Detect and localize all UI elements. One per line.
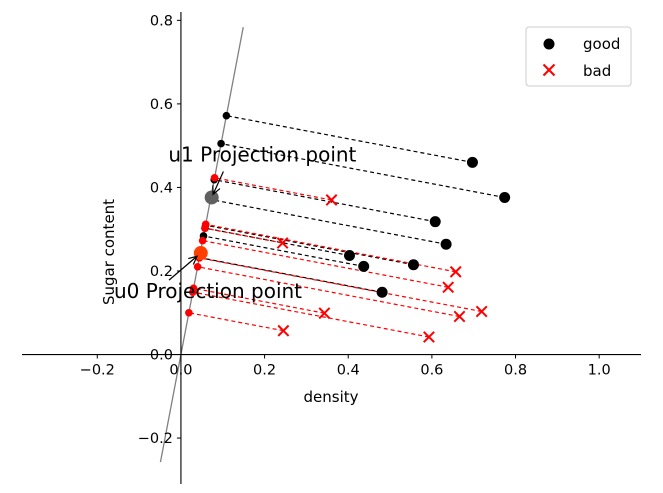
projection-line-good-2 [210, 198, 447, 245]
projected-point-good-0 [222, 111, 231, 120]
projection-line-good-4 [205, 224, 414, 266]
y-tick-label-4: 0.6 [150, 97, 173, 113]
projection-line-bad-3 [193, 287, 325, 314]
x-tick-label-0: −0.2 [80, 363, 115, 379]
point-bad-7 [423, 331, 435, 343]
point-bad-0 [453, 310, 466, 323]
annotations-layer: u1 Projection point u0 Projection point [114, 143, 357, 304]
x-tick-label-3: 0.4 [337, 363, 360, 379]
point-bad-3 [318, 307, 331, 320]
projected-point-bad-6 [210, 173, 219, 182]
point-bad-5 [449, 265, 462, 278]
point-bad-1 [276, 237, 289, 249]
point-good-4 [407, 259, 419, 271]
projection-line-good-1 [220, 143, 505, 199]
projection-line-good-5 [204, 227, 350, 257]
projection-center-arrowhead-0 [212, 185, 221, 196]
point-bad-8 [475, 305, 488, 318]
projection-line-good-3 [214, 179, 436, 223]
point-good-6 [376, 286, 388, 298]
projection-line-bad-6 [214, 177, 332, 201]
y-tick-label-2: 0.2 [150, 264, 173, 280]
point-bad-4 [442, 281, 455, 294]
projection-line-bad-0 [197, 266, 460, 318]
projection-line-good-6 [199, 256, 383, 293]
projection-center-arrow-1 [168, 255, 198, 281]
axes-layer: −0.2 0.0 0.2 0.4 0.6 0.8 1.0 −0.2 0.0 0.2 0.4 0.6 0.… [22, 12, 641, 484]
point-good-2 [440, 238, 452, 250]
y-tick-label-5: 0.8 [150, 13, 173, 29]
x-axis-label: density [304, 388, 359, 406]
x-tick-label-4: 0.6 [420, 363, 443, 379]
projected-point-bad-5 [201, 220, 210, 229]
point-good-3 [429, 216, 441, 228]
projection-line-bad-1 [204, 227, 283, 244]
y-tick-label-0: −0.2 [138, 431, 173, 447]
projection-line-bad-7 [192, 291, 430, 338]
x-tick-label-2: 0.2 [253, 363, 276, 379]
y-tick-label-3: 0.4 [150, 180, 173, 196]
projected-point-good-1 [217, 139, 225, 148]
projection-center-arrowhead-1 [188, 255, 199, 265]
x-tick-label-6: 1.0 [588, 363, 611, 379]
point-bad-2 [277, 324, 290, 337]
point-good-0 [466, 156, 478, 168]
projection-center-label-0: u1 Projection point [168, 143, 356, 167]
projection-line-good-7 [203, 235, 364, 267]
point-bad-6 [325, 194, 338, 206]
projection-direction-line [159, 27, 244, 463]
point-good-7 [358, 260, 370, 272]
projection-center-arrow-0 [212, 171, 224, 195]
projected-point-bad-4 [198, 236, 207, 245]
legend-label-good: good [583, 35, 620, 53]
y-axis-label: Sugar content [100, 199, 118, 305]
x-tick-label-5: 0.8 [504, 363, 527, 379]
projection-center-label-1: u0 Projection point [114, 279, 302, 303]
legend: good bad [525, 26, 632, 87]
point-good-1 [499, 191, 511, 203]
projection-line-bad-8 [199, 257, 482, 313]
projected-point-bad-0 [193, 262, 202, 271]
x-tick-label-1: 0.0 [169, 363, 192, 379]
projected-point-bad-2 [185, 308, 193, 317]
point-good-5 [343, 250, 355, 262]
y-tick-label-1: 0.0 [150, 348, 173, 364]
legend-marker-bad [542, 63, 556, 77]
projection-center-0 [204, 190, 219, 205]
projection-line-bad-2 [188, 312, 284, 332]
legend-label-bad: bad [583, 62, 611, 80]
points-layer [276, 156, 511, 343]
projected-point-bad-7 [189, 288, 197, 296]
legend-marker-good [543, 38, 555, 50]
